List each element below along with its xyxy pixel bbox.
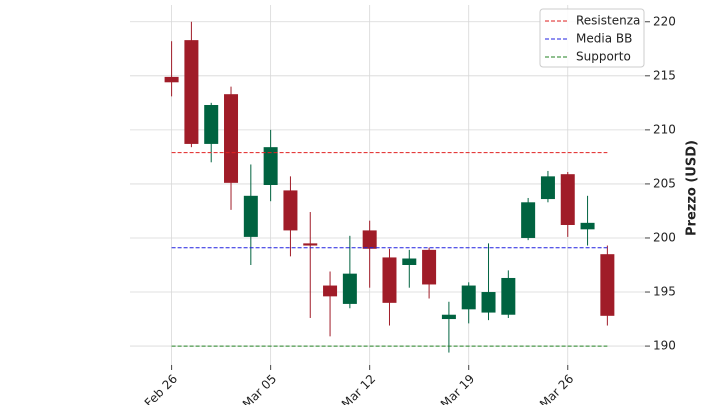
candle-body: [422, 249, 437, 285]
candle-body: [501, 277, 516, 315]
candle-body: [441, 314, 456, 320]
candle-body: [204, 105, 219, 144]
legend-label: Resistenza: [576, 14, 640, 28]
candle-body: [303, 243, 318, 246]
candle-body: [402, 258, 417, 265]
candle-body: [580, 222, 595, 230]
legend-label: Supporto: [576, 50, 631, 64]
candle-body: [600, 254, 615, 316]
y-tick-label: 220: [653, 14, 676, 28]
candle-body: [481, 292, 496, 313]
x-tick-label: Mar 26: [537, 372, 576, 405]
y-tick-label: 205: [653, 176, 676, 190]
candle-body: [184, 40, 199, 144]
candle-body: [342, 273, 357, 304]
y-tick-label: 215: [653, 68, 676, 82]
candle-body: [540, 176, 555, 200]
candle-body: [263, 147, 278, 185]
y-tick-label: 200: [653, 230, 676, 244]
y-tick-label: 195: [653, 285, 676, 299]
candle-body: [382, 257, 397, 303]
y-tick-label: 210: [653, 122, 676, 136]
candle-body: [283, 190, 298, 231]
candle-body: [224, 94, 239, 183]
candle-body: [323, 285, 338, 297]
x-tick-label: Mar 05: [240, 372, 279, 405]
x-tick-label: Mar 19: [438, 372, 477, 405]
candle-body: [521, 202, 536, 238]
x-tick-label: Feb 26: [142, 372, 180, 405]
legend-label: Media BB: [576, 32, 632, 46]
candle-body: [164, 76, 179, 83]
y-tick-label: 190: [653, 339, 676, 353]
candle-body: [362, 230, 377, 249]
candle-body: [560, 174, 575, 225]
candle-body: [243, 195, 258, 237]
x-tick-label: Mar 12: [339, 372, 378, 405]
legend-box: [539, 8, 645, 68]
candle-body: [461, 285, 476, 310]
y-axis-label: Prezzo (USD): [685, 140, 700, 236]
